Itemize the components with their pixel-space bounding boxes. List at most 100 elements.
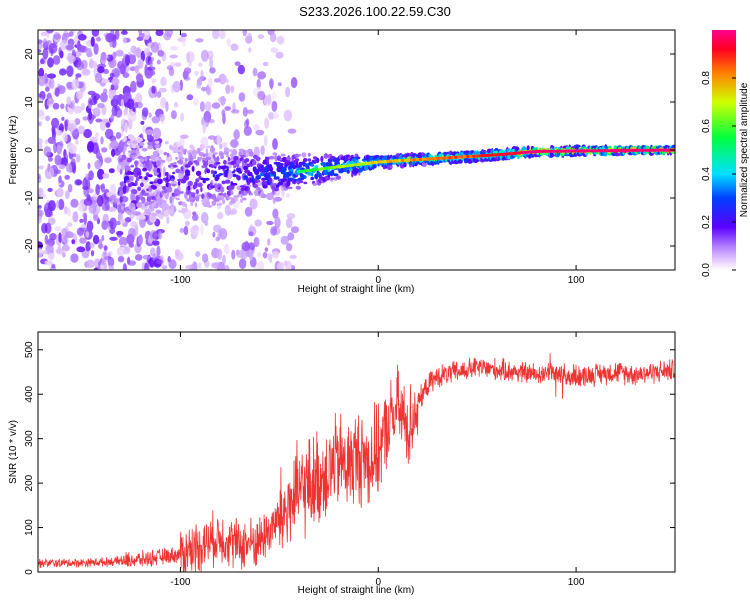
heatmap-cell [101, 147, 108, 153]
heatmap-cell [225, 78, 229, 84]
heatmap-cell [205, 156, 212, 161]
heatmap-cell [236, 175, 241, 181]
heatmap-cell [122, 72, 130, 78]
heatmap-cell [209, 67, 216, 74]
heatmap-cell [183, 174, 190, 181]
heatmap-cell [240, 187, 246, 192]
heatmap-cell [187, 161, 193, 166]
heatmap-cell [89, 242, 95, 249]
heatmap-cell [144, 202, 151, 206]
heatmap-cell [170, 205, 174, 211]
heatmap-cell [169, 199, 173, 204]
heatmap-cell [54, 226, 62, 232]
heatmap-cell [267, 253, 273, 261]
heatmap-cell [161, 200, 167, 203]
heatmap-cell [286, 213, 296, 219]
heatmap-cell [158, 87, 167, 93]
heatmap-cell [155, 259, 164, 265]
heatmap-cell [289, 254, 297, 259]
heatmap-cell [206, 87, 212, 96]
heatmap-cell [58, 164, 66, 170]
heatmap-cell [109, 72, 115, 79]
heatmap-cell [156, 167, 161, 173]
heatmap-cell [213, 78, 221, 83]
heatmap-cell [137, 186, 142, 192]
colorbar-tick-label: 0.2 [701, 215, 712, 229]
snr-frame [37, 331, 676, 573]
heatmap-cell [256, 179, 261, 183]
heatmap-cell [233, 164, 237, 169]
heatmap-cell [172, 171, 176, 175]
heatmap-cell [138, 234, 143, 245]
heatmap-cell [195, 195, 200, 202]
heatmap-cell [163, 188, 168, 194]
heatmap-cell [290, 226, 300, 234]
heatmap-cell [112, 95, 122, 101]
heatmap-cell [93, 192, 98, 201]
heatmap-cell [88, 98, 98, 106]
heatmap-cell [219, 228, 228, 240]
heatmap-cell [142, 254, 151, 260]
heatmap-cell [123, 108, 128, 116]
heatmap-cell [268, 166, 274, 172]
heatmap-cell [174, 62, 182, 67]
heatmap-cell [66, 65, 74, 77]
heatmap-cell [192, 211, 197, 216]
heatmap-cell [191, 224, 200, 237]
heatmap-cell [150, 41, 160, 53]
heatmap-cell [46, 40, 52, 45]
heatmap-cell [269, 177, 273, 183]
heatmap-cell [47, 57, 54, 68]
heatmap-cell [65, 44, 75, 51]
heatmap-cell [100, 183, 106, 193]
heatmap-cell [249, 198, 258, 210]
heatmap-cell [103, 256, 110, 260]
heatmap-cell [212, 152, 218, 155]
heatmap-cell [127, 98, 135, 110]
heatmap-cell [168, 182, 171, 189]
heatmap-cell [73, 105, 83, 114]
heatmap-cell [88, 110, 93, 121]
heatmap-cell [231, 182, 238, 186]
heatmap-cell [44, 234, 49, 245]
heatmap-cell [182, 36, 186, 48]
heatmap-cell [224, 173, 228, 178]
heatmap-cell [264, 247, 269, 252]
heatmap-cell [245, 118, 250, 127]
heatmap-cell [242, 197, 247, 201]
heatmap-cell [271, 191, 276, 195]
heatmap-cell [110, 98, 119, 107]
snr-y-tick-label: 300 [24, 430, 35, 447]
heatmap-cell [38, 247, 43, 259]
heatmap-cell [136, 36, 144, 41]
heatmap-cell [103, 245, 108, 251]
heatmap-cell [130, 164, 134, 168]
heatmap-cell [106, 192, 112, 198]
heatmap-cell [125, 165, 131, 173]
heatmap-cell [230, 85, 235, 93]
heatmap-cell [303, 181, 308, 185]
heatmap-cell [220, 186, 225, 193]
heatmap-cell [107, 256, 115, 268]
heatmap-cell [287, 128, 297, 134]
heatmap-cell [43, 146, 52, 157]
heatmap-cell [233, 129, 240, 140]
heatmap-cell [118, 236, 128, 247]
heatmap-cell [42, 38, 48, 50]
heatmap-cell [121, 244, 126, 253]
heatmap-cell [86, 259, 95, 268]
heatmap-cell [76, 61, 85, 71]
heatmap-cell [66, 96, 72, 105]
heatmap-cell [254, 219, 262, 227]
heatmap-cell [95, 118, 103, 123]
heatmap-cell [187, 180, 193, 187]
heatmap-cell [134, 65, 139, 74]
heatmap-cell [198, 262, 202, 269]
heatmap-cell [100, 136, 104, 145]
heatmap-cell [76, 246, 86, 253]
heatmap-cell [130, 214, 135, 218]
heatmap-cell [136, 171, 142, 176]
heatmap-cell [257, 252, 261, 258]
heatmap-cell [514, 147, 520, 151]
heatmap-cell [216, 174, 220, 181]
